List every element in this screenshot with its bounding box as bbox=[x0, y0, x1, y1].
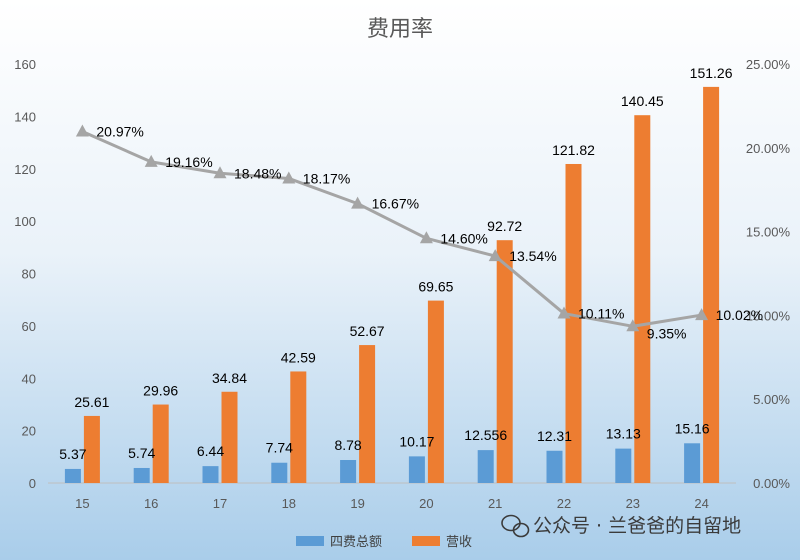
y2-tick-label: 5.00% bbox=[753, 392, 790, 407]
bar-four-fees bbox=[271, 462, 288, 483]
data-label-ratio: 10.02% bbox=[716, 307, 763, 323]
x-tick-label: 18 bbox=[282, 496, 296, 511]
y-tick-label: 120 bbox=[14, 162, 36, 177]
expense-ratio-line bbox=[81, 130, 702, 328]
x-tick-label: 15 bbox=[75, 496, 89, 511]
watermark-text: 公众号 · 兰爸爸的自留地 bbox=[533, 515, 741, 537]
bar-revenue bbox=[634, 115, 651, 483]
x-tick-label: 19 bbox=[350, 496, 364, 511]
data-label-four-fees: 12.31 bbox=[537, 428, 572, 444]
legend-label-four-fees: 四费总额 bbox=[330, 535, 382, 550]
bar-revenue bbox=[152, 404, 169, 483]
y-tick-label: 60 bbox=[22, 319, 36, 334]
line-marker bbox=[557, 306, 571, 319]
data-label-revenue: 151.26 bbox=[690, 65, 733, 81]
data-label-four-fees: 8.78 bbox=[334, 437, 361, 453]
data-label-ratio: 20.97% bbox=[96, 124, 143, 140]
data-label-ratio: 16.67% bbox=[372, 196, 419, 212]
bar-revenue bbox=[565, 163, 582, 483]
data-label-revenue: 92.72 bbox=[487, 218, 522, 234]
data-label-revenue: 52.67 bbox=[350, 323, 385, 339]
line-marker bbox=[488, 249, 502, 262]
wechat-icon bbox=[501, 514, 521, 532]
bar-four-fees bbox=[615, 448, 632, 483]
legend-swatch-four-fees bbox=[296, 536, 324, 546]
data-label-revenue: 29.96 bbox=[143, 383, 178, 399]
bar-revenue bbox=[703, 86, 720, 483]
line-marker bbox=[695, 308, 709, 321]
x-tick-label: 24 bbox=[694, 496, 708, 511]
y2-tick-label: 10.00% bbox=[746, 308, 791, 323]
data-label-revenue: 69.65 bbox=[418, 279, 453, 295]
data-label-ratio: 18.48% bbox=[234, 165, 281, 181]
data-label-four-fees: 12.556 bbox=[464, 427, 507, 443]
data-label-four-fees: 5.37 bbox=[59, 446, 86, 462]
bar-four-fees bbox=[546, 450, 563, 483]
data-label-four-fees: 7.74 bbox=[266, 440, 293, 456]
data-label-ratio: 18.17% bbox=[303, 170, 350, 186]
data-label-ratio: 14.60% bbox=[440, 230, 487, 246]
bar-revenue bbox=[83, 415, 100, 483]
y-tick-label: 0 bbox=[29, 476, 36, 491]
bar-four-fees bbox=[684, 443, 701, 483]
legend-swatch-revenue bbox=[412, 536, 440, 546]
line-marker bbox=[419, 231, 433, 244]
data-label-ratio: 13.54% bbox=[509, 248, 556, 264]
legend-label-revenue: 营收 bbox=[446, 535, 472, 550]
y-tick-label: 80 bbox=[22, 267, 36, 282]
bar-revenue bbox=[427, 300, 444, 483]
x-tick-label: 17 bbox=[213, 496, 227, 511]
bar-four-fees bbox=[340, 460, 357, 483]
x-tick-label: 16 bbox=[144, 496, 158, 511]
bar-four-fees bbox=[64, 468, 81, 483]
y-tick-label: 140 bbox=[14, 109, 36, 124]
x-tick-label: 20 bbox=[419, 496, 433, 511]
y2-tick-label: 20.00% bbox=[746, 141, 791, 156]
x-tick-label: 23 bbox=[626, 496, 640, 511]
data-label-four-fees: 15.16 bbox=[675, 420, 710, 436]
bar-revenue bbox=[496, 240, 513, 483]
y2-tick-label: 15.00% bbox=[746, 225, 791, 240]
data-label-revenue: 42.59 bbox=[281, 349, 316, 365]
data-label-revenue: 25.61 bbox=[74, 394, 109, 410]
line-marker bbox=[144, 154, 158, 167]
y-tick-label: 20 bbox=[22, 424, 36, 439]
data-label-four-fees: 5.74 bbox=[128, 445, 155, 461]
data-label-ratio: 19.16% bbox=[165, 154, 212, 170]
data-label-ratio: 10.11% bbox=[578, 306, 624, 322]
bar-four-fees bbox=[408, 456, 425, 483]
wechat-icon-bubble bbox=[512, 522, 530, 538]
chart-title: 费用率 bbox=[367, 17, 433, 42]
y-tick-label: 40 bbox=[22, 371, 36, 386]
y-tick-label: 160 bbox=[14, 57, 36, 72]
bar-four-fees bbox=[133, 467, 150, 483]
bar-revenue bbox=[359, 345, 376, 483]
y2-tick-label: 25.00% bbox=[746, 57, 791, 72]
data-label-revenue: 34.84 bbox=[212, 370, 247, 386]
line-marker bbox=[351, 196, 365, 209]
line-marker bbox=[282, 171, 296, 184]
data-label-four-fees: 13.13 bbox=[606, 426, 641, 442]
bar-four-fees bbox=[202, 466, 219, 483]
x-tick-label: 21 bbox=[488, 496, 502, 511]
x-tick-label: 22 bbox=[557, 496, 571, 511]
line-marker bbox=[213, 166, 227, 179]
bar-revenue bbox=[221, 391, 238, 483]
data-label-four-fees: 6.44 bbox=[197, 443, 224, 459]
y2-tick-label: 0.00% bbox=[753, 476, 790, 491]
data-label-ratio: 9.35% bbox=[647, 325, 687, 341]
y-tick-label: 100 bbox=[14, 214, 36, 229]
bar-revenue bbox=[290, 371, 307, 483]
data-label-four-fees: 10.17 bbox=[399, 433, 434, 449]
line-marker bbox=[626, 319, 640, 332]
data-label-revenue: 140.45 bbox=[621, 93, 664, 109]
line-marker bbox=[75, 124, 89, 137]
data-label-revenue: 121.82 bbox=[552, 142, 595, 158]
bar-four-fees bbox=[477, 450, 494, 483]
